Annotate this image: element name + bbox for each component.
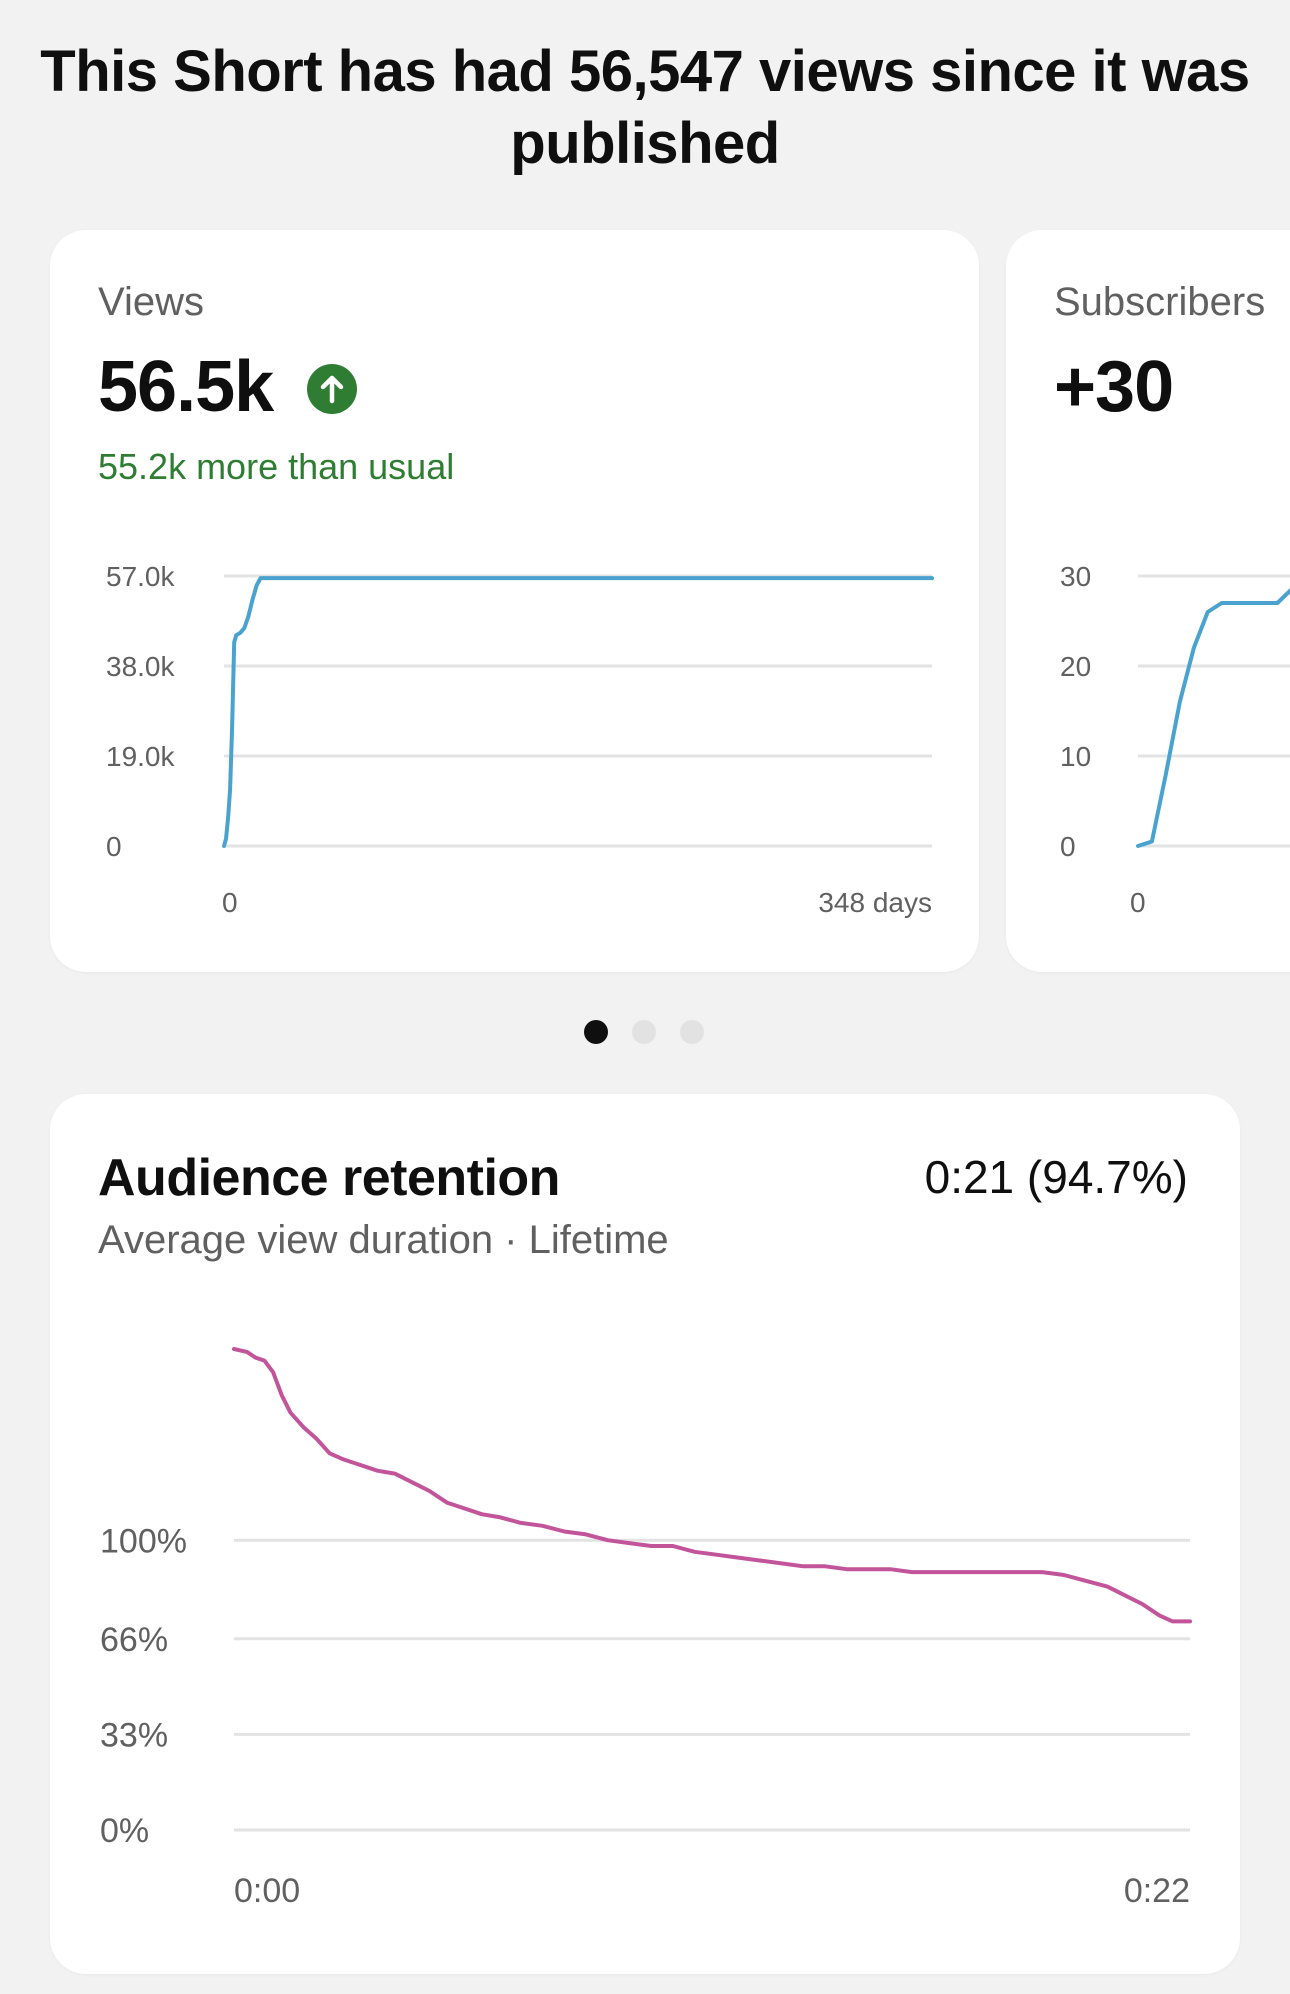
- y-tick-label: 10: [1060, 741, 1091, 772]
- retention-chart: 100% 66% 33% 0% 0:00 0:22: [100, 1347, 1192, 1910]
- series-line: [1136, 588, 1290, 848]
- y-tick-label: 0%: [100, 1812, 149, 1850]
- views-card[interactable]: Views 56.5k 55.2k more than usual 57.0k 3…: [50, 230, 979, 972]
- y-tick-label: 0: [1060, 831, 1076, 862]
- carousel-pagination[interactable]: [0, 1020, 1290, 1046]
- arrow-up-circle-icon: [307, 364, 357, 414]
- y-tick-label: 57.0k: [106, 561, 175, 592]
- views-value: 56.5k: [98, 347, 274, 427]
- views-delta-text: 55.2k more than usual: [98, 446, 455, 487]
- y-tick-label: 19.0k: [106, 741, 175, 772]
- subscribers-chart: 30 20 10 0 0: [1060, 561, 1290, 918]
- views-label: Views: [98, 280, 204, 324]
- carousel-dot-1[interactable]: [584, 1020, 608, 1044]
- y-tick-label: 33%: [100, 1717, 168, 1755]
- views-chart: 57.0k 38.0k 19.0k 0 0 348 days: [106, 561, 934, 918]
- arrow-up-glyph: [320, 375, 344, 404]
- y-tick-label: 100%: [100, 1522, 187, 1560]
- carousel-dot-3[interactable]: [680, 1020, 704, 1044]
- retention-average: 0:21 (94.7%): [924, 1151, 1188, 1203]
- x-tick-label: 0: [222, 887, 238, 918]
- x-tick-label: 0:00: [234, 1872, 300, 1910]
- audience-retention-card[interactable]: Audience retention Average view duration…: [50, 1094, 1240, 1974]
- y-tick-label: 20: [1060, 651, 1091, 682]
- retention-title: Audience retention: [98, 1149, 560, 1207]
- x-tick-label: 348 days: [818, 887, 932, 918]
- x-tick-label: 0:22: [1124, 1872, 1190, 1910]
- y-tick-label: 66%: [100, 1621, 168, 1659]
- subscribers-value: +30: [1054, 347, 1174, 427]
- subscribers-label: Subscribers: [1054, 280, 1266, 324]
- subscribers-card[interactable]: Subscribers +30 30 20 10 0 0: [1006, 230, 1290, 972]
- series-line: [232, 1347, 1192, 1624]
- x-tick-label: 0: [1130, 887, 1146, 918]
- series-line: [222, 576, 934, 848]
- y-tick-label: 30: [1060, 561, 1091, 592]
- y-tick-label: 38.0k: [106, 651, 175, 682]
- retention-subtitle: Average view duration · Lifetime: [98, 1218, 669, 1262]
- page-title: This Short has had 56,547 views since it…: [40, 39, 1250, 176]
- carousel-dot-2[interactable]: [632, 1020, 656, 1044]
- y-tick-label: 0: [106, 831, 122, 862]
